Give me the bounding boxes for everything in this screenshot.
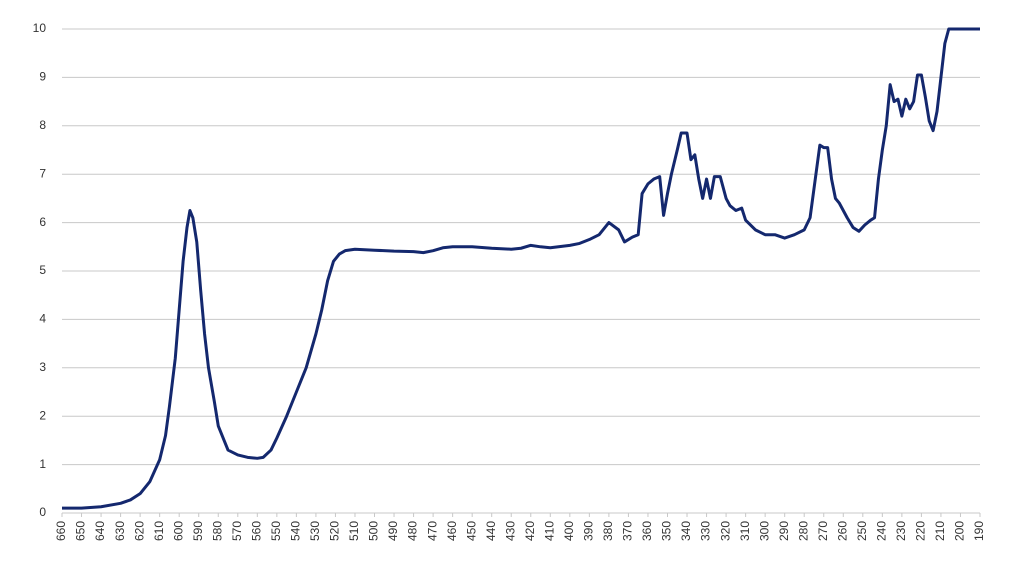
y-tick-label: 0: [39, 505, 46, 519]
x-tick-label: 570: [230, 521, 244, 541]
x-tick-label: 330: [699, 521, 713, 541]
x-tick-label: 260: [835, 521, 849, 541]
x-tick-label: 390: [582, 521, 596, 541]
x-tick-label: 300: [757, 521, 771, 541]
x-tick-label: 540: [289, 521, 303, 541]
y-tick-label: 6: [39, 215, 46, 229]
x-tick-label: 190: [972, 521, 986, 541]
x-tick-label: 610: [152, 521, 166, 541]
y-tick-label: 5: [39, 263, 46, 277]
x-tick-label: 590: [191, 521, 205, 541]
x-tick-label: 640: [93, 521, 107, 541]
x-tick-label: 530: [308, 521, 322, 541]
y-tick-label: 3: [39, 360, 46, 374]
x-tick-label: 440: [484, 521, 498, 541]
x-tick-label: 200: [953, 521, 967, 541]
x-tick-label: 490: [386, 521, 400, 541]
x-tick-label: 270: [816, 521, 830, 541]
x-tick-label: 500: [367, 521, 381, 541]
y-tick-label: 7: [39, 166, 46, 180]
x-tick-label: 400: [562, 521, 576, 541]
x-tick-label: 620: [132, 521, 146, 541]
x-tick-label: 410: [542, 521, 556, 541]
x-tick-label: 460: [445, 521, 459, 541]
x-tick-label: 560: [249, 521, 263, 541]
x-tick-label: 630: [113, 521, 127, 541]
y-tick-label: 4: [39, 312, 46, 326]
x-tick-label: 280: [796, 521, 810, 541]
x-tick-label: 660: [54, 521, 68, 541]
x-tick-label: 250: [855, 521, 869, 541]
y-tick-label: 1: [39, 457, 46, 471]
y-tick-label: 9: [39, 70, 46, 84]
x-tick-label: 220: [914, 521, 928, 541]
x-tick-label: 470: [425, 521, 439, 541]
x-tick-label: 240: [875, 521, 889, 541]
x-tick-label: 360: [640, 521, 654, 541]
y-tick-label: 8: [39, 118, 46, 132]
x-tick-label: 230: [894, 521, 908, 541]
x-tick-label: 450: [464, 521, 478, 541]
x-tick-label: 430: [503, 521, 517, 541]
x-tick-label: 340: [679, 521, 693, 541]
y-tick-label: 2: [39, 408, 46, 422]
x-tick-label: 520: [328, 521, 342, 541]
x-tick-label: 580: [210, 521, 224, 541]
x-tick-label: 210: [933, 521, 947, 541]
x-tick-label: 550: [269, 521, 283, 541]
x-tick-label: 420: [523, 521, 537, 541]
y-tick-label: 10: [33, 21, 47, 35]
x-tick-label: 370: [621, 521, 635, 541]
x-tick-label: 480: [406, 521, 420, 541]
x-tick-label: 320: [718, 521, 732, 541]
data-line: [62, 27, 980, 510]
x-tick-label: 310: [738, 521, 752, 541]
x-tick-label: 380: [601, 521, 615, 541]
x-tick-label: 290: [777, 521, 791, 541]
x-tick-label: 350: [660, 521, 674, 541]
x-tick-label: 650: [74, 521, 88, 541]
x-tick-label: 600: [171, 521, 185, 541]
x-tick-label: 510: [347, 521, 361, 541]
